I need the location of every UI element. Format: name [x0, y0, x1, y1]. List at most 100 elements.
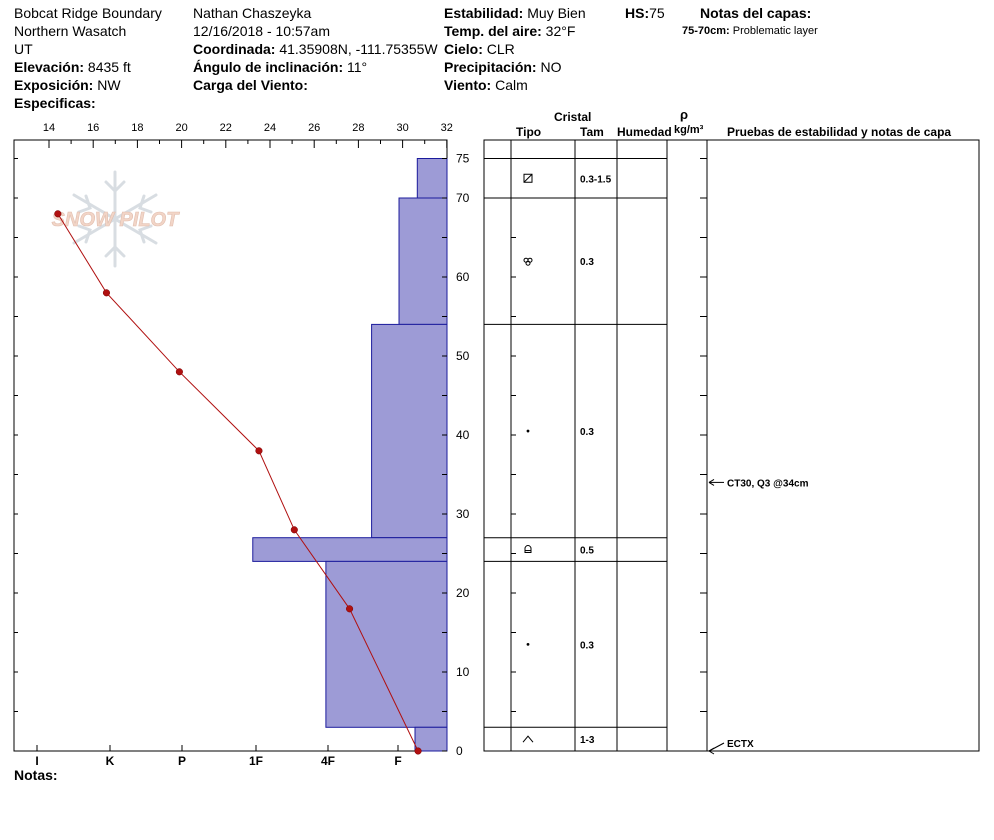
- state: UT: [14, 41, 33, 57]
- airtemp-label: Temp. del aire:: [444, 23, 542, 39]
- table-column-lines: [510, 140, 708, 751]
- hs-value: 75: [649, 5, 665, 21]
- stability-label: Estabilidad:: [444, 5, 524, 21]
- depth-tick-label-0: 0: [456, 744, 463, 758]
- hardness-layer-1: [398, 197, 448, 325]
- crystal-header: Cristal: [554, 110, 592, 124]
- sky: Cielo: CLR: [444, 41, 515, 57]
- hardness-tick-label-2: P: [178, 754, 186, 768]
- airtemp-value: 32°F: [545, 23, 576, 39]
- snowpilot-watermark: SNOW PILOT: [51, 170, 180, 268]
- aspect-label: Exposición:: [14, 77, 94, 93]
- temperature-point-6: [414, 747, 422, 755]
- hardness-layer-3: [252, 537, 448, 562]
- grain-decomposing-icon: [523, 257, 533, 266]
- type-header: Tipo: [516, 125, 542, 139]
- hardness-tick-label-5: F: [394, 754, 401, 768]
- incline: Ángulo de inclinación: 11°: [193, 59, 367, 75]
- temperature-point-5: [346, 605, 354, 613]
- temp-tick-label-30: 30: [396, 122, 408, 134]
- temperature-point-0: [54, 210, 62, 218]
- grain-size-2: 0.3: [580, 427, 594, 438]
- grain-facet-icon: [524, 545, 532, 554]
- sky-label: Cielo:: [444, 41, 483, 57]
- depth-tick-label-50: 50: [456, 349, 470, 363]
- moisture-header: Humedad: [617, 125, 672, 139]
- hardness-tick-label-0: I: [35, 754, 38, 768]
- temperature-point-4: [290, 526, 298, 534]
- snow-height: HS:75: [625, 5, 665, 21]
- temp-tick-label-16: 16: [87, 122, 99, 134]
- notes-label: Notas:: [14, 767, 58, 783]
- temp-tick-label-18: 18: [131, 122, 143, 134]
- grain-size-0: 0.3-1.5: [580, 174, 612, 185]
- precipitation: Precipitación: NO: [444, 59, 561, 75]
- temp-tick-label-22: 22: [220, 122, 232, 134]
- grain-size-3: 0.5: [580, 546, 594, 557]
- mountain-range: Northern Wasatch: [14, 23, 127, 39]
- depth-tick-label-70: 70: [456, 191, 470, 205]
- precip-label: Precipitación:: [444, 59, 537, 75]
- stability-value: Muy Bien: [527, 5, 586, 21]
- precip-value: NO: [540, 59, 562, 75]
- hardness-layer-0: [416, 158, 448, 199]
- hardness-layer-4: [325, 560, 448, 728]
- hardness-layer-5: [414, 726, 448, 752]
- grain-size-5: 1-3: [580, 735, 595, 746]
- sky-value: CLR: [486, 41, 515, 57]
- datetime: 12/16/2018 - 10:57am: [193, 23, 330, 39]
- depth-tick-label-40: 40: [456, 428, 470, 442]
- grain-size-4: 0.3: [580, 640, 594, 651]
- layer-note-text: Problematic layer: [732, 25, 818, 37]
- grain-facet-rounded-icon: [523, 173, 533, 183]
- layer-notes-label: Notas del capas:: [700, 5, 812, 21]
- temperature-point-2: [175, 368, 183, 376]
- elevation: Elevación: 8435 ft: [14, 59, 131, 75]
- hardness-layer-2: [371, 323, 448, 539]
- test-label-0: CT30, Q3 @34cm: [727, 478, 809, 489]
- test-arrow-icon-0: [708, 478, 715, 486]
- test-label-1: ECTX: [727, 739, 754, 750]
- hardness-tick-label-1: K: [106, 754, 115, 768]
- coordinates: Coordinada: 41.35908N, -111.75355W: [193, 41, 438, 57]
- hardness-axis: I K P 1F 4F F: [35, 745, 402, 768]
- coord-label: Coordinada:: [193, 41, 276, 57]
- density-rho-header: ρ: [680, 107, 689, 122]
- stability: Estabilidad: Muy Bien: [444, 5, 586, 21]
- depth-tick-label-75: 75: [456, 152, 470, 166]
- hardness-layers: [252, 158, 448, 752]
- temperature-axis: 14 16 18 20 22 24 26 28 30 32: [43, 122, 453, 148]
- table-depth-ticks: [484, 158, 707, 752]
- size-header: Tam: [580, 125, 604, 139]
- depth-axis: 0 10 20 30 40 50 60 70 75: [14, 152, 470, 758]
- incline-label: Ángulo de inclinación:: [193, 59, 344, 75]
- wind-label: Viento:: [444, 77, 492, 93]
- tests-header: Pruebas de estabilidad y notas de capa: [727, 125, 952, 139]
- temp-tick-label-24: 24: [264, 122, 276, 134]
- aspect: Exposición: NW: [14, 77, 121, 93]
- coord-value: 41.35908N, -111.75355W: [279, 41, 438, 57]
- layer-table-frame: [483, 139, 980, 752]
- elevation-label: Elevación:: [14, 59, 85, 75]
- incline-value: 11°: [347, 59, 368, 75]
- depth-tick-label-30: 30: [456, 507, 470, 521]
- grain-rounded-icon: [526, 429, 530, 433]
- hs-label: HS:: [625, 5, 650, 21]
- hardness-tick-label-4: 4F: [321, 754, 335, 768]
- depth-tick-label-60: 60: [456, 270, 470, 284]
- temp-tick-label-26: 26: [308, 122, 320, 134]
- grain-depth-hoar-icon: [522, 735, 534, 743]
- layer-note: 75-70cm: Problematic layer: [682, 25, 818, 38]
- watermark-text: SNOW PILOT: [52, 209, 180, 231]
- aspect-value: NW: [97, 77, 121, 93]
- temp-tick-label-20: 20: [175, 122, 187, 134]
- temp-tick-label-14: 14: [43, 122, 55, 134]
- density-unit-header: kg/m³: [674, 124, 704, 136]
- wind: Viento: Calm: [444, 77, 528, 93]
- test-arrow-icon-1: [708, 747, 715, 755]
- wind-value: Calm: [495, 77, 528, 93]
- wind-load-label: Carga del Viento:: [193, 77, 308, 93]
- observer: Nathan Chaszeyka: [193, 5, 312, 21]
- location-name: Bobcat Ridge Boundary: [14, 5, 162, 21]
